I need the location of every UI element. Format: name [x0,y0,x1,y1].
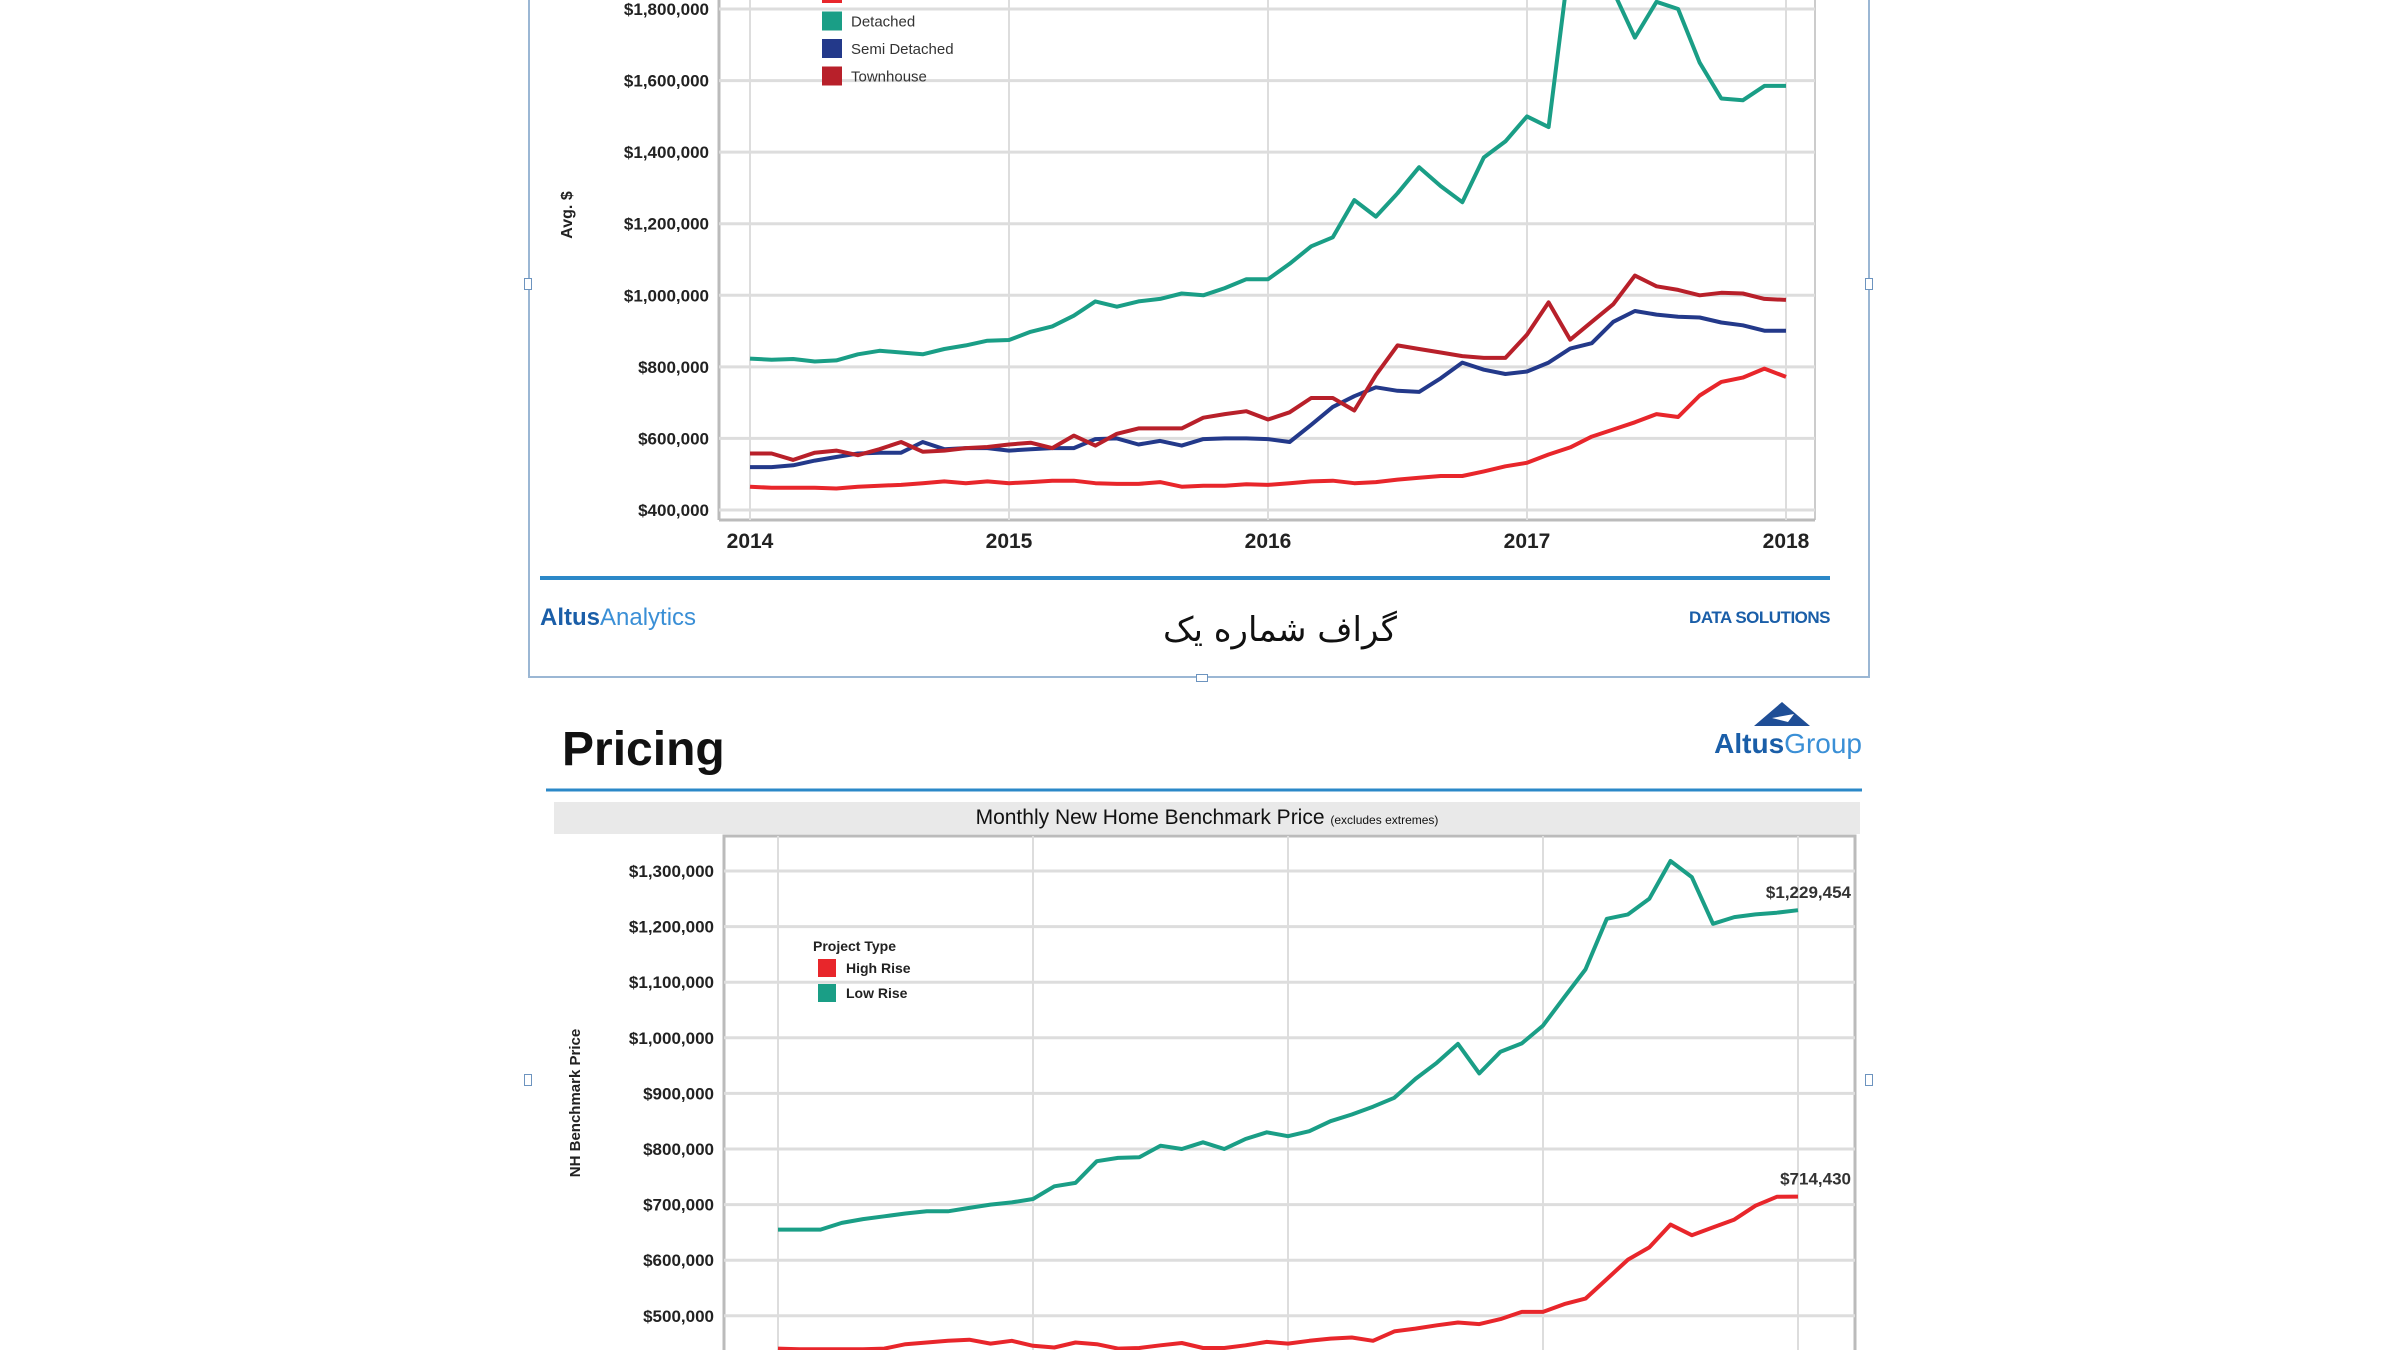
x-tick-label: 2016 [1245,530,1292,553]
resize-handle-left-lower[interactable] [524,1074,532,1086]
legend-swatch [818,984,836,1002]
legend-label: High Rise [846,960,911,976]
series-line-semi-detached [750,309,1786,470]
brand-bold: Altus [1714,728,1785,759]
legend-swatch [818,959,836,977]
end-value-label: $714,430 [1780,1170,1851,1189]
y-tick-label: $600,000 [638,429,709,448]
chart-title: Monthly New Home Benchmark Price (exclud… [554,806,1860,830]
legend-title: Project Type [813,938,896,954]
series-line-low-rise [778,859,1799,1232]
y-tick-label: $1,800,000 [624,0,709,19]
resize-handle-right-lower[interactable] [1865,1074,1873,1086]
y-tick-label: $1,000,000 [629,1029,714,1048]
plot-frame [722,834,1857,1350]
series-line-detached [749,0,1786,364]
y-tick-label: $1,400,000 [624,143,709,162]
x-tick-label: 2015 [986,530,1033,553]
x-tick-label: 2014 [727,530,774,553]
y-tick-label: $1,200,000 [624,215,709,234]
altus-group-triangle-icon [1754,702,1810,726]
section-title: Pricing [562,723,725,776]
data-solutions-label: DATA SOLUTIONS [1689,608,1830,627]
legend-swatch [822,39,842,58]
y-tick-label: $1,600,000 [624,72,709,91]
series-line-townhouse [750,273,1787,462]
brand-bold: Altus [540,604,600,631]
chart-title-note: (excludes extremes) [1330,813,1439,827]
brand-light: Analytics [600,604,697,631]
y-tick-label: $1,100,000 [629,973,714,992]
y-axis-label: NH Benchmark Price [567,1029,584,1177]
x-tick-label: 2018 [1763,530,1810,553]
resize-handle-left[interactable] [524,278,532,290]
series-line-unlabeled [749,366,1787,491]
y-tick-label: $800,000 [638,358,709,377]
legend-label: Semi Detached [851,41,954,58]
x-tick-label: 2017 [1504,530,1551,553]
legend-label: Townhouse [851,69,927,86]
y-axis-label: Avg. $ [559,191,576,239]
legend-swatch [822,0,842,3]
chart-title-band [554,802,1860,834]
legend-swatch [822,11,842,31]
y-tick-label: $700,000 [643,1196,714,1215]
resize-handle-right[interactable] [1865,278,1873,290]
altus-analytics-logo: AltusAnalytics [540,604,696,632]
resize-handle-bottom[interactable] [1196,674,1208,682]
end-value-label: $1,229,454 [1766,883,1852,902]
chart-title-text: Monthly New Home Benchmark Price [975,806,1325,829]
y-tick-label: $1,000,000 [624,286,709,305]
y-tick-label: $900,000 [643,1084,714,1103]
altus-group-logo: AltusGroup [1700,728,1862,760]
series-line-high-rise [777,1194,1799,1350]
y-tick-label: $1,200,000 [629,918,714,937]
legend-swatch [822,66,842,86]
y-tick-label: $600,000 [643,1251,714,1270]
figure-caption: گراف شماره یک [1163,610,1397,650]
y-tick-label: $800,000 [643,1140,714,1159]
y-tick-label: $400,000 [638,501,709,520]
y-tick-label: $500,000 [643,1307,714,1326]
legend-label: Detached [851,14,915,31]
legend-label: Low Rise [846,985,908,1001]
y-tick-label: $1,300,000 [629,862,714,881]
brand-light: Group [1784,728,1862,759]
